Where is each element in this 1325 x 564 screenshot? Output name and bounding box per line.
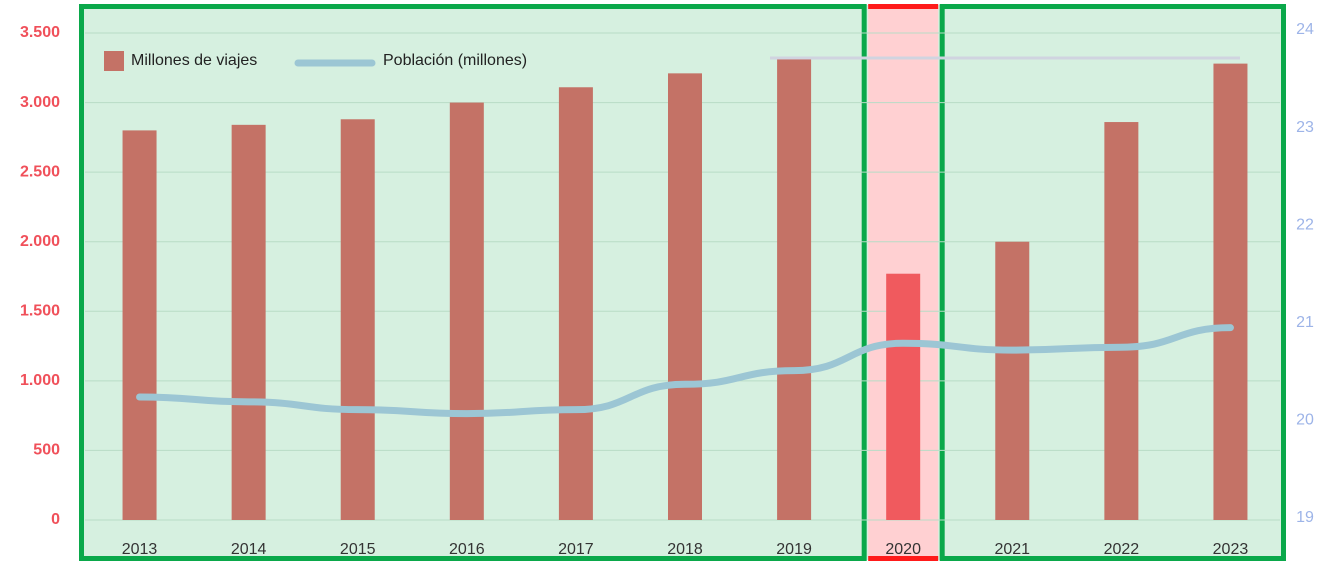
bar bbox=[122, 130, 157, 520]
bar bbox=[449, 102, 484, 521]
x-tick-label: 2022 bbox=[1104, 541, 1140, 558]
x-tick-label: 2017 bbox=[558, 541, 594, 558]
bar bbox=[558, 87, 593, 520]
bar bbox=[668, 73, 702, 520]
y-tick-label: 1.000 bbox=[20, 372, 60, 389]
y2-tick-label: 24 bbox=[1296, 21, 1314, 38]
y2-tick-label: 23 bbox=[1296, 119, 1314, 136]
y2-tick-label: 22 bbox=[1296, 216, 1314, 233]
y-tick-label: 3.500 bbox=[20, 24, 60, 41]
bar bbox=[340, 119, 375, 521]
y2-tick-label: 20 bbox=[1296, 412, 1314, 429]
legend-swatch bbox=[104, 51, 124, 71]
y-tick-label: 2.500 bbox=[20, 163, 60, 180]
x-tick-label: 2021 bbox=[994, 541, 1030, 558]
x-tick-label: 2018 bbox=[667, 541, 703, 558]
frame bbox=[939, 4, 1286, 561]
x-tick-label: 2014 bbox=[231, 541, 267, 558]
y2-tick-label: 21 bbox=[1296, 314, 1314, 331]
legend-label: Población (millones) bbox=[383, 52, 527, 69]
y-tick-label: 2.000 bbox=[20, 233, 60, 250]
bar bbox=[1213, 63, 1248, 521]
x-tick-label: 2023 bbox=[1213, 541, 1249, 558]
legend-label: Millones de viajes bbox=[131, 52, 257, 69]
bar bbox=[777, 59, 812, 521]
bar bbox=[1104, 122, 1139, 521]
y-tick-label: 1.500 bbox=[20, 303, 60, 320]
x-tick-label: 2019 bbox=[776, 541, 812, 558]
bar bbox=[886, 273, 921, 520]
y-tick-label: 0 bbox=[51, 511, 60, 528]
x-tick-label: 2020 bbox=[885, 541, 921, 558]
x-tick-label: 2013 bbox=[122, 541, 158, 558]
bar bbox=[995, 241, 1030, 520]
x-tick-label: 2016 bbox=[449, 541, 485, 558]
y-tick-label: 3.000 bbox=[20, 94, 60, 111]
frame bbox=[79, 4, 867, 561]
bar bbox=[231, 124, 266, 520]
line bbox=[136, 324, 1234, 418]
y-tick-label: 500 bbox=[33, 442, 60, 459]
y2-tick-label: 19 bbox=[1296, 509, 1314, 526]
x-tick-label: 2015 bbox=[340, 541, 376, 558]
